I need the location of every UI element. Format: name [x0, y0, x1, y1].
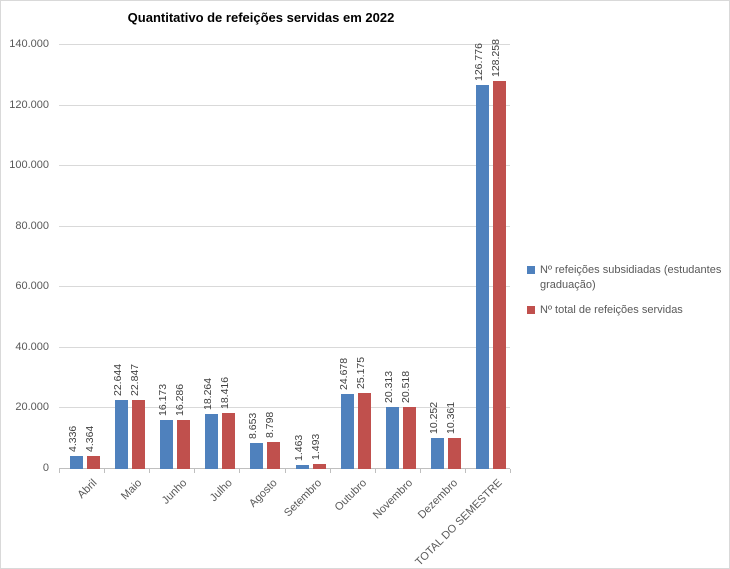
gridline	[59, 225, 510, 227]
x-axis-label: Agosto	[246, 477, 280, 510]
bar-total	[312, 464, 326, 469]
bar-total	[132, 400, 146, 469]
bar-total	[222, 413, 236, 469]
y-axis-label: 60.000	[15, 280, 49, 293]
gridline	[59, 346, 510, 348]
legend-label: Nº total de refeições servidas	[540, 304, 683, 316]
bar-group: 16.173 16.286	[149, 45, 194, 469]
x-axis-label: Julho	[207, 477, 235, 505]
axis-tick	[59, 469, 60, 473]
data-label: 25.175	[354, 356, 367, 389]
bar-group: 10.252 10.361	[420, 45, 465, 469]
data-label: 20.518	[399, 370, 412, 403]
legend-label: Nº refeições subsidiadas (estudantes gra…	[540, 264, 722, 291]
x-axis-label: Setembro	[282, 477, 325, 520]
axis-tick	[374, 469, 376, 473]
gridline	[59, 286, 510, 288]
axis-tick	[194, 469, 196, 473]
chart-title: Quantitativo de refeições servidas em 20…	[127, 10, 395, 25]
axis-tick	[284, 469, 286, 473]
x-axis-label: TOTAL DO SEMESTRE	[413, 477, 505, 569]
data-label: 8.653	[247, 412, 260, 439]
bar-group: 24.678 25.175	[330, 45, 375, 469]
legend-item-total-meals: Nº total de refeições servidas	[527, 303, 727, 318]
data-label: 16.173	[157, 383, 170, 416]
bar-subsidized	[205, 414, 219, 469]
bar-group: 1.463 1.493	[285, 45, 330, 469]
y-axis-label: 120.000	[9, 98, 49, 111]
bar-total	[447, 438, 461, 469]
data-label: 1.463	[292, 434, 305, 461]
data-label: 4.364	[84, 425, 96, 452]
y-axis-label: 80.000	[15, 219, 49, 232]
bar-total	[357, 393, 371, 469]
bar-total	[177, 420, 191, 469]
data-label: 4.336	[67, 425, 79, 452]
data-label: 16.286	[174, 383, 187, 416]
axis-tick	[510, 469, 511, 473]
bar-subsidized	[250, 443, 264, 469]
gridline	[59, 165, 510, 167]
data-label: 1.493	[309, 433, 322, 460]
bar-subsidized	[115, 400, 129, 469]
y-axis-label: 140.000	[9, 38, 49, 50]
bar-group: 4.336 4.364	[59, 45, 104, 469]
data-label: 22.847	[129, 363, 142, 396]
x-axis-label: Maio	[118, 477, 145, 503]
data-label: 20.313	[382, 370, 395, 403]
data-label: 18.264	[202, 377, 215, 410]
axis-tick	[419, 469, 421, 473]
bar-total	[87, 456, 100, 469]
y-axis-label: 100.000	[9, 159, 49, 172]
x-axis-label: Dezembro	[415, 477, 460, 522]
axis-tick	[464, 469, 466, 473]
bar-subsidized	[340, 394, 354, 469]
data-label: 126.776	[472, 43, 485, 81]
data-label: 18.416	[219, 376, 232, 409]
bar-group: 20.313 20.518	[375, 45, 420, 469]
axis-tick	[149, 469, 151, 473]
bar-subsidized	[430, 438, 444, 469]
x-axis-label: Novembro	[370, 477, 415, 522]
bar-group: 8.653 8.798	[239, 45, 284, 469]
legend-swatch-red-icon	[527, 306, 535, 314]
bar-subsidized	[160, 420, 174, 469]
bar-group: 126.776 128.258	[465, 39, 510, 469]
axis-tick	[329, 469, 331, 473]
axis-tick	[104, 469, 106, 473]
bar-group: 22.644 22.847	[104, 45, 149, 469]
bar-total	[267, 442, 281, 469]
data-label: 10.252	[427, 401, 440, 434]
bar-subsidized	[385, 407, 399, 469]
data-label: 128.258	[489, 39, 502, 77]
gridline	[59, 407, 510, 409]
y-axis-label: 20.000	[15, 401, 49, 414]
legend-item-subsidized-meals: Nº refeições subsidiadas (estudantes gra…	[527, 263, 727, 293]
x-axis-label: Junho	[159, 477, 190, 507]
data-label: 22.644	[112, 363, 125, 396]
bar-group: 18.264 18.416	[194, 45, 239, 469]
gridline	[59, 44, 510, 45]
bar-subsidized	[295, 465, 309, 469]
legend-swatch-blue-icon	[527, 266, 535, 274]
data-label: 10.361	[444, 401, 457, 434]
data-label: 8.798	[264, 411, 277, 438]
bar-total	[492, 81, 506, 469]
y-axis-label: 40.000	[15, 340, 49, 353]
legend: Nº refeições subsidiadas (estudantes gra…	[527, 263, 727, 328]
x-axis-line	[59, 468, 510, 469]
x-axis-label: Outubro	[333, 477, 370, 514]
bar-total	[402, 407, 416, 469]
bar-subsidized	[475, 85, 489, 469]
y-axis-label: 0	[42, 462, 49, 474]
bar-subsidized	[70, 456, 83, 469]
x-axis-label: Abril	[74, 477, 100, 502]
axis-tick	[239, 469, 241, 473]
data-label: 24.678	[337, 357, 350, 390]
gridline	[59, 104, 510, 106]
